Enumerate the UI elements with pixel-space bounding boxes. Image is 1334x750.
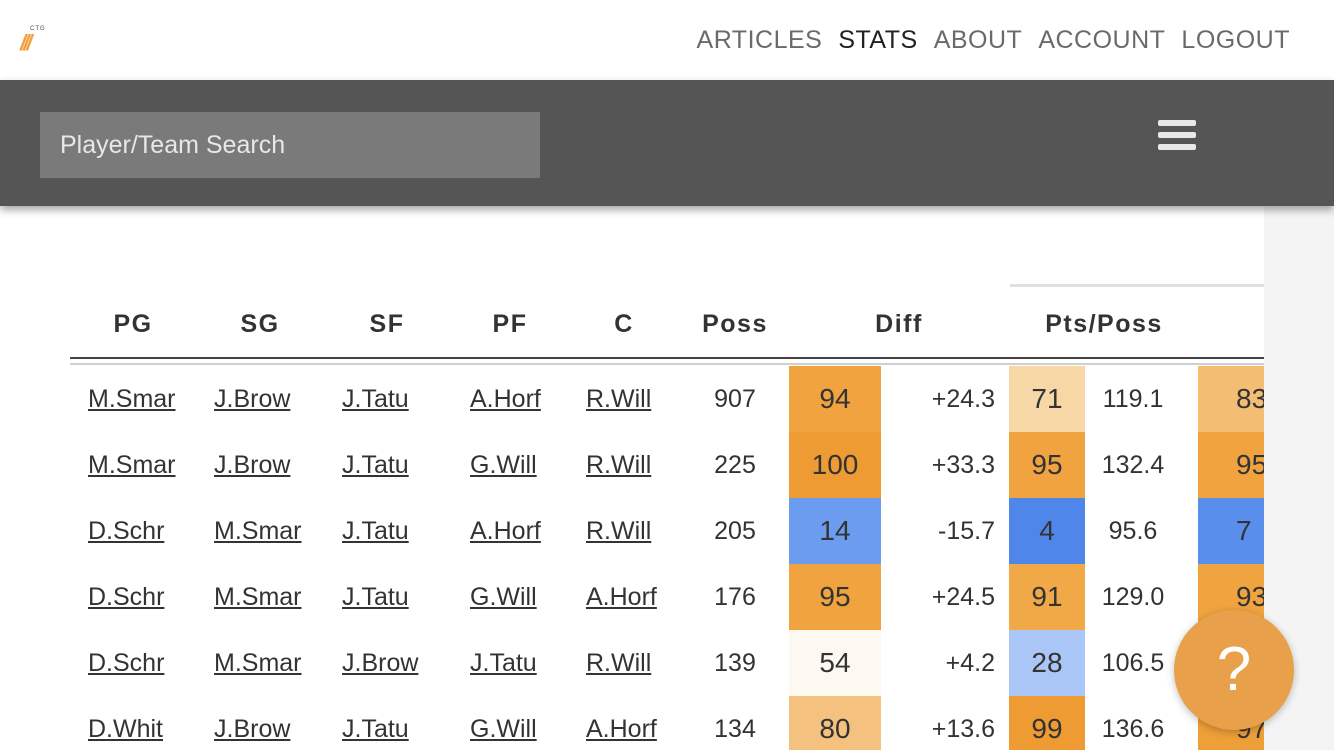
pts-poss-percentile-cell: 95	[1009, 432, 1085, 498]
pts-poss-value: 95.6	[1108, 517, 1158, 545]
pts-poss-percentile-cell: 91	[1009, 564, 1085, 630]
player-link-sf[interactable]: J.Tatu	[342, 451, 409, 479]
table-row: M.Smar J.Brow J.Tatu A.Horf R.Will 907 94 +24.3…	[0, 366, 1264, 432]
player-link-sf[interactable]: J.Tatu	[342, 385, 409, 413]
player-link-pg[interactable]: D.Schr	[88, 517, 165, 545]
header-divider	[70, 357, 1264, 359]
diff-percentile-cell: 14	[789, 498, 881, 564]
logo-text: CTG	[30, 26, 46, 32]
pts-poss-percentile-cell: 4	[1009, 498, 1085, 564]
player-team-search-input[interactable]	[40, 112, 540, 178]
header-c[interactable]: C	[614, 310, 634, 338]
player-link-sg[interactable]: J.Brow	[214, 451, 291, 479]
table-row: D.Schr M.Smar J.Tatu A.Horf R.Will 205 14 -15.7…	[0, 498, 1264, 564]
nav-logout[interactable]: LOGOUT	[1181, 26, 1290, 54]
nav-articles[interactable]: ARTICLES	[696, 26, 823, 54]
help-button[interactable]: ?	[1174, 610, 1294, 730]
diff-value: +33.3	[931, 451, 995, 479]
column-group-divider	[1010, 284, 1264, 287]
table-row: D.Schr M.Smar J.Tatu G.Will A.Horf 176 95 +24.5…	[0, 564, 1264, 630]
header-pf[interactable]: PF	[492, 310, 528, 338]
logo-mark: ///	[20, 30, 32, 55]
nav-stats[interactable]: STATS	[838, 26, 918, 54]
diff-percentile-cell: 80	[789, 696, 881, 750]
site-logo[interactable]: CTG ///	[20, 26, 50, 55]
player-link-pg[interactable]: M.Smar	[88, 385, 176, 413]
player-link-c[interactable]: R.Will	[586, 385, 652, 413]
player-link-c[interactable]: A.Horf	[586, 583, 657, 611]
player-link-pg[interactable]: D.Whit	[88, 715, 163, 743]
next-percentile-cell: 83	[1198, 366, 1264, 432]
hamburger-icon[interactable]	[1158, 120, 1196, 154]
player-link-pg[interactable]: M.Smar	[88, 451, 176, 479]
pts-poss-value: 106.5	[1101, 649, 1165, 677]
diff-value: +4.2	[945, 649, 995, 677]
header-diff[interactable]: Diff	[875, 310, 923, 338]
player-link-pg[interactable]: D.Schr	[88, 649, 165, 677]
player-link-sg[interactable]: M.Smar	[214, 649, 302, 677]
diff-percentile-cell: 100	[789, 432, 881, 498]
pts-poss-percentile-cell: 99	[1009, 696, 1085, 750]
header-pg[interactable]: PG	[113, 310, 153, 338]
nav-about[interactable]: ABOUT	[933, 26, 1023, 54]
player-link-pf[interactable]: A.Horf	[470, 517, 541, 545]
header-sg[interactable]: SG	[240, 310, 280, 338]
diff-value: +24.3	[931, 385, 995, 413]
possessions-value: 176	[714, 583, 756, 611]
possessions-value: 134	[714, 715, 756, 743]
player-link-pf[interactable]: G.Will	[470, 715, 537, 743]
pts-poss-value: 136.6	[1101, 715, 1165, 743]
player-link-sg[interactable]: M.Smar	[214, 583, 302, 611]
question-icon: ?	[1216, 635, 1252, 704]
player-link-sf[interactable]: J.Tatu	[342, 715, 409, 743]
player-link-sf[interactable]: J.Tatu	[342, 583, 409, 611]
player-link-c[interactable]: A.Horf	[586, 715, 657, 743]
player-link-sg[interactable]: J.Brow	[214, 385, 291, 413]
player-link-sf[interactable]: J.Brow	[342, 649, 419, 677]
lineup-table: PG SG SF PF C Poss Diff Pts/Poss M.Smar J…	[0, 206, 1264, 750]
player-link-pg[interactable]: D.Schr	[88, 583, 165, 611]
diff-percentile-cell: 95	[789, 564, 881, 630]
possessions-value: 225	[714, 451, 756, 479]
nav-account[interactable]: ACCOUNT	[1038, 26, 1166, 54]
possessions-value: 139	[714, 649, 756, 677]
pts-poss-percentile-cell: 28	[1009, 630, 1085, 696]
player-link-pf[interactable]: G.Will	[470, 451, 537, 479]
table-row: M.Smar J.Brow J.Tatu G.Will R.Will 225 100 +33.…	[0, 432, 1264, 498]
top-navigation: CTG /// ARTICLES STATS ABOUT ACCOUNT LOG…	[0, 0, 1334, 80]
player-link-pf[interactable]: A.Horf	[470, 385, 541, 413]
header-divider-secondary	[70, 363, 1264, 365]
table-row: D.Schr M.Smar J.Brow J.Tatu R.Will 139 54 +4.2 2…	[0, 630, 1264, 696]
player-link-c[interactable]: R.Will	[586, 451, 652, 479]
pts-poss-percentile-cell: 71	[1009, 366, 1085, 432]
pts-poss-value: 132.4	[1101, 451, 1165, 479]
player-link-sg[interactable]: J.Brow	[214, 715, 291, 743]
search-bar-band	[0, 80, 1334, 206]
nav-menu: ARTICLES STATS ABOUT ACCOUNT LOGOUT	[697, 26, 1290, 55]
possessions-value: 907	[714, 385, 756, 413]
player-link-pf[interactable]: J.Tatu	[470, 649, 537, 677]
player-link-sg[interactable]: M.Smar	[214, 517, 302, 545]
player-link-c[interactable]: R.Will	[586, 517, 652, 545]
pts-poss-value: 129.0	[1101, 583, 1165, 611]
header-poss[interactable]: Poss	[702, 310, 768, 338]
diff-percentile-cell: 54	[789, 630, 881, 696]
diff-value: +13.6	[931, 715, 995, 743]
player-link-pf[interactable]: G.Will	[470, 583, 537, 611]
table-row: D.Whit J.Brow J.Tatu G.Will A.Horf 134 80 +13.6…	[0, 696, 1264, 750]
possessions-value: 205	[714, 517, 756, 545]
diff-percentile-cell: 94	[789, 366, 881, 432]
pts-poss-value: 119.1	[1102, 385, 1164, 413]
header-sf[interactable]: SF	[369, 310, 405, 338]
diff-value: +24.5	[931, 583, 995, 611]
player-link-sf[interactable]: J.Tatu	[342, 517, 409, 545]
diff-value: -15.7	[938, 517, 995, 545]
player-link-c[interactable]: R.Will	[586, 649, 652, 677]
header-pts-poss[interactable]: Pts/Poss	[1045, 310, 1163, 338]
next-percentile-cell: 95	[1198, 432, 1264, 498]
next-percentile-cell: 7	[1198, 498, 1264, 564]
